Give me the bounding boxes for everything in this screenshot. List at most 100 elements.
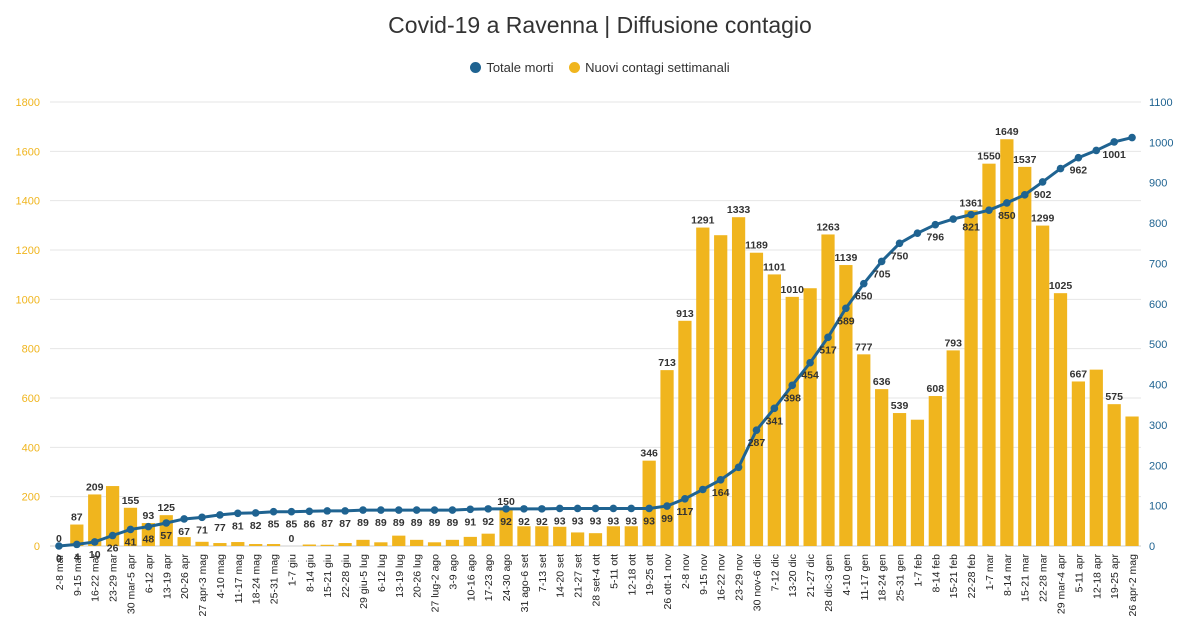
bar[interactable] (1107, 404, 1121, 546)
bar[interactable] (749, 252, 764, 547)
deaths-point[interactable] (842, 304, 850, 313)
legend-item-deaths[interactable]: Totale morti (470, 60, 554, 75)
deaths-point[interactable] (931, 220, 940, 229)
bar[interactable] (1000, 139, 1014, 546)
deaths-point[interactable] (1092, 146, 1101, 155)
bar[interactable] (481, 533, 495, 546)
deaths-point[interactable] (985, 206, 993, 214)
deaths-point[interactable] (877, 257, 886, 266)
deaths-point[interactable] (251, 509, 260, 517)
bar[interactable] (1089, 369, 1103, 546)
deaths-point[interactable] (555, 504, 564, 513)
bar[interactable] (320, 544, 334, 546)
deaths-point[interactable] (859, 279, 868, 288)
bar[interactable] (1053, 293, 1068, 546)
bar[interactable] (1071, 381, 1086, 546)
bar[interactable] (1036, 225, 1050, 546)
deaths-point[interactable] (520, 505, 528, 513)
deaths-point[interactable] (341, 507, 349, 515)
deaths-point[interactable] (484, 505, 492, 513)
deaths-point[interactable] (591, 504, 600, 513)
bar[interactable] (141, 523, 155, 546)
bar[interactable] (463, 536, 477, 546)
deaths-point[interactable] (627, 504, 636, 513)
bar[interactable] (964, 210, 978, 546)
bar[interactable] (606, 526, 621, 546)
deaths-point[interactable] (895, 239, 904, 248)
bar[interactable] (839, 265, 853, 546)
deaths-point[interactable] (412, 506, 421, 514)
bar[interactable] (1018, 166, 1032, 546)
bar[interactable] (302, 544, 316, 546)
deaths-point[interactable] (466, 505, 475, 514)
bar[interactable] (642, 460, 656, 546)
deaths-point[interactable] (216, 511, 224, 519)
deaths-point[interactable] (1020, 191, 1029, 199)
bar[interactable] (249, 544, 263, 546)
bar[interactable] (231, 542, 245, 546)
bar[interactable] (928, 396, 942, 546)
bar[interactable] (392, 535, 406, 546)
deaths-point[interactable] (824, 333, 832, 342)
deaths-point[interactable] (913, 229, 922, 237)
bar[interactable] (374, 542, 388, 546)
deaths-point[interactable] (126, 525, 135, 534)
deaths-point[interactable] (734, 463, 743, 472)
deaths-point[interactable] (716, 476, 725, 484)
bar[interactable] (445, 539, 460, 546)
deaths-point[interactable] (430, 506, 439, 514)
deaths-point[interactable] (198, 513, 206, 522)
bar[interactable] (821, 234, 835, 546)
bar[interactable] (678, 320, 692, 546)
deaths-point[interactable] (108, 531, 117, 540)
deaths-point[interactable] (1003, 199, 1011, 207)
bar[interactable] (785, 296, 799, 546)
bar[interactable] (213, 543, 227, 546)
deaths-point[interactable] (1110, 138, 1118, 146)
deaths-point[interactable] (967, 210, 975, 219)
bar[interactable] (588, 533, 603, 546)
bar[interactable] (910, 419, 925, 546)
bar[interactable] (356, 539, 370, 546)
bar[interactable] (553, 526, 567, 546)
deaths-point[interactable] (770, 404, 779, 413)
deaths-point[interactable] (90, 538, 99, 546)
deaths-point[interactable] (1074, 153, 1083, 162)
deaths-point[interactable] (573, 504, 582, 513)
legend-item-new-cases[interactable]: Nuovi contagi settimanali (569, 60, 730, 75)
bar[interactable] (427, 542, 442, 546)
deaths-point[interactable] (55, 542, 63, 550)
deaths-point[interactable] (394, 506, 403, 514)
deaths-point[interactable] (806, 358, 814, 367)
bar[interactable] (660, 370, 674, 546)
bar[interactable] (875, 389, 889, 546)
deaths-point[interactable] (681, 494, 689, 503)
bar[interactable] (70, 524, 84, 546)
deaths-point[interactable] (1038, 178, 1047, 186)
deaths-point[interactable] (287, 507, 296, 516)
bar[interactable] (535, 526, 549, 546)
bar[interactable] (266, 544, 281, 546)
deaths-point[interactable] (1128, 133, 1136, 142)
deaths-point[interactable] (233, 509, 242, 518)
bar[interactable] (714, 235, 728, 546)
bar[interactable] (499, 509, 513, 546)
deaths-point[interactable] (788, 381, 797, 390)
bar[interactable] (1125, 416, 1139, 547)
bar[interactable] (410, 539, 424, 546)
deaths-point[interactable] (448, 506, 457, 514)
deaths-point[interactable] (663, 502, 671, 510)
bar[interactable] (696, 227, 710, 546)
deaths-point[interactable] (144, 522, 153, 531)
bar[interactable] (803, 288, 817, 546)
deaths-point[interactable] (73, 540, 81, 549)
deaths-point[interactable] (269, 507, 278, 516)
bar[interactable] (517, 526, 531, 546)
deaths-point[interactable] (305, 507, 314, 516)
bar[interactable] (731, 217, 746, 546)
deaths-point[interactable] (359, 506, 367, 514)
deaths-point[interactable] (1056, 164, 1065, 173)
bar[interactable] (624, 526, 638, 546)
deaths-point[interactable] (609, 504, 618, 513)
deaths-point[interactable] (538, 505, 546, 513)
